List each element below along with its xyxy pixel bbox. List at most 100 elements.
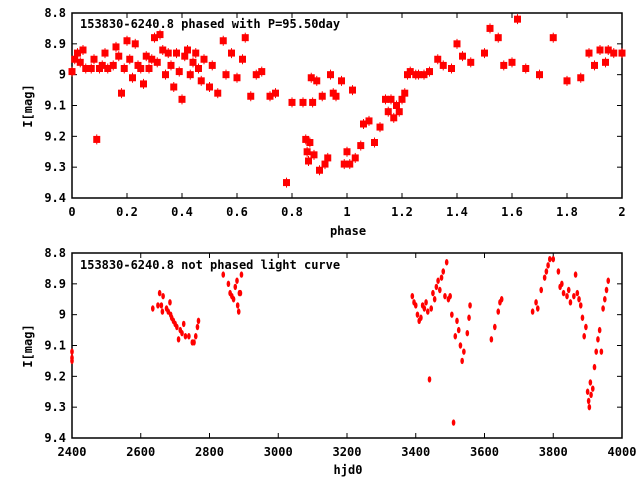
data-point — [563, 77, 571, 85]
data-point — [313, 77, 321, 85]
data-point — [486, 24, 494, 32]
data-point — [327, 71, 334, 79]
data-point — [410, 292, 415, 300]
data-point — [189, 58, 197, 66]
data-point — [573, 271, 578, 278]
data-point — [560, 280, 564, 288]
data-point — [272, 89, 279, 97]
data-point — [548, 255, 552, 263]
data-point — [151, 34, 158, 42]
data-point — [104, 65, 112, 72]
data-point — [448, 292, 452, 300]
x-tick-label: 0.2 — [116, 205, 138, 219]
data-point — [387, 95, 395, 103]
data-point — [74, 49, 81, 57]
data-point — [175, 68, 183, 76]
data-point — [499, 296, 504, 303]
data-point — [196, 317, 201, 325]
data-point — [599, 348, 604, 355]
y-tick-label: 9.1 — [44, 99, 66, 113]
data-point — [346, 160, 354, 168]
data-point — [252, 71, 260, 79]
data-point — [565, 292, 569, 300]
x-tick-label: 0.4 — [171, 205, 193, 219]
data-point — [393, 102, 400, 109]
data-point — [142, 52, 150, 60]
data-point — [321, 160, 329, 168]
data-point — [467, 58, 475, 66]
data-point — [450, 311, 454, 318]
y-tick-label: 9.1 — [44, 339, 66, 353]
data-point — [159, 302, 164, 309]
x-tick-label: 4000 — [608, 445, 637, 459]
data-point — [439, 274, 444, 281]
data-point — [431, 289, 435, 297]
data-point — [590, 385, 595, 392]
x-tick-label: 2800 — [195, 445, 224, 459]
data-point — [176, 336, 181, 343]
data-point — [351, 154, 359, 162]
data-point — [239, 55, 246, 63]
data-point — [112, 43, 120, 51]
data-point — [195, 65, 202, 72]
data-point — [432, 296, 437, 303]
data-point — [178, 95, 186, 103]
data-point — [514, 15, 521, 23]
data-point — [175, 323, 179, 331]
data-point — [594, 348, 599, 355]
data-point — [427, 376, 432, 383]
data-point — [164, 49, 172, 57]
data-point — [438, 286, 442, 294]
data-point — [539, 286, 544, 294]
data-point — [589, 391, 593, 399]
data-point — [546, 262, 550, 269]
data-point — [349, 86, 356, 94]
x-tick-label: 1.8 — [556, 205, 578, 219]
data-point — [415, 71, 422, 79]
data-point — [192, 339, 196, 346]
data-point — [153, 58, 161, 66]
data-point — [266, 92, 274, 100]
y-tick-label: 8.9 — [44, 37, 66, 51]
data-point — [603, 296, 607, 303]
data-point — [126, 55, 134, 63]
data-point — [401, 89, 409, 97]
data-point — [109, 61, 117, 69]
data-point — [489, 336, 494, 343]
data-point — [596, 336, 600, 343]
data-point — [556, 268, 561, 275]
data-point — [357, 142, 365, 150]
data-point — [324, 154, 332, 162]
data-point — [382, 95, 389, 103]
data-point — [305, 157, 312, 165]
data-point — [460, 357, 464, 365]
data-point — [129, 74, 136, 82]
data-point — [493, 323, 497, 331]
data-point — [420, 71, 428, 79]
data-point — [140, 80, 147, 88]
data-point — [93, 135, 101, 143]
data-point — [226, 280, 231, 288]
x-tick-label: 0.8 — [281, 205, 303, 219]
data-point — [508, 58, 516, 66]
data-point — [441, 268, 446, 275]
x-tick-label: 3000 — [264, 445, 293, 459]
data-point — [549, 34, 557, 42]
data-point — [197, 77, 205, 85]
data-point — [68, 68, 76, 76]
data-point — [303, 148, 311, 156]
data-point — [343, 148, 351, 156]
data-point — [118, 89, 125, 97]
data-point — [187, 333, 191, 340]
phased-plot-ylabel: I[mag] — [21, 84, 35, 127]
data-point — [436, 277, 440, 284]
data-point — [494, 34, 502, 42]
data-point — [299, 98, 307, 106]
data-point — [384, 108, 392, 116]
data-point — [332, 92, 340, 100]
data-point — [439, 61, 447, 69]
x-tick-label: 0 — [68, 205, 75, 219]
data-point — [338, 77, 345, 85]
data-point — [535, 305, 540, 312]
data-point — [424, 299, 428, 306]
